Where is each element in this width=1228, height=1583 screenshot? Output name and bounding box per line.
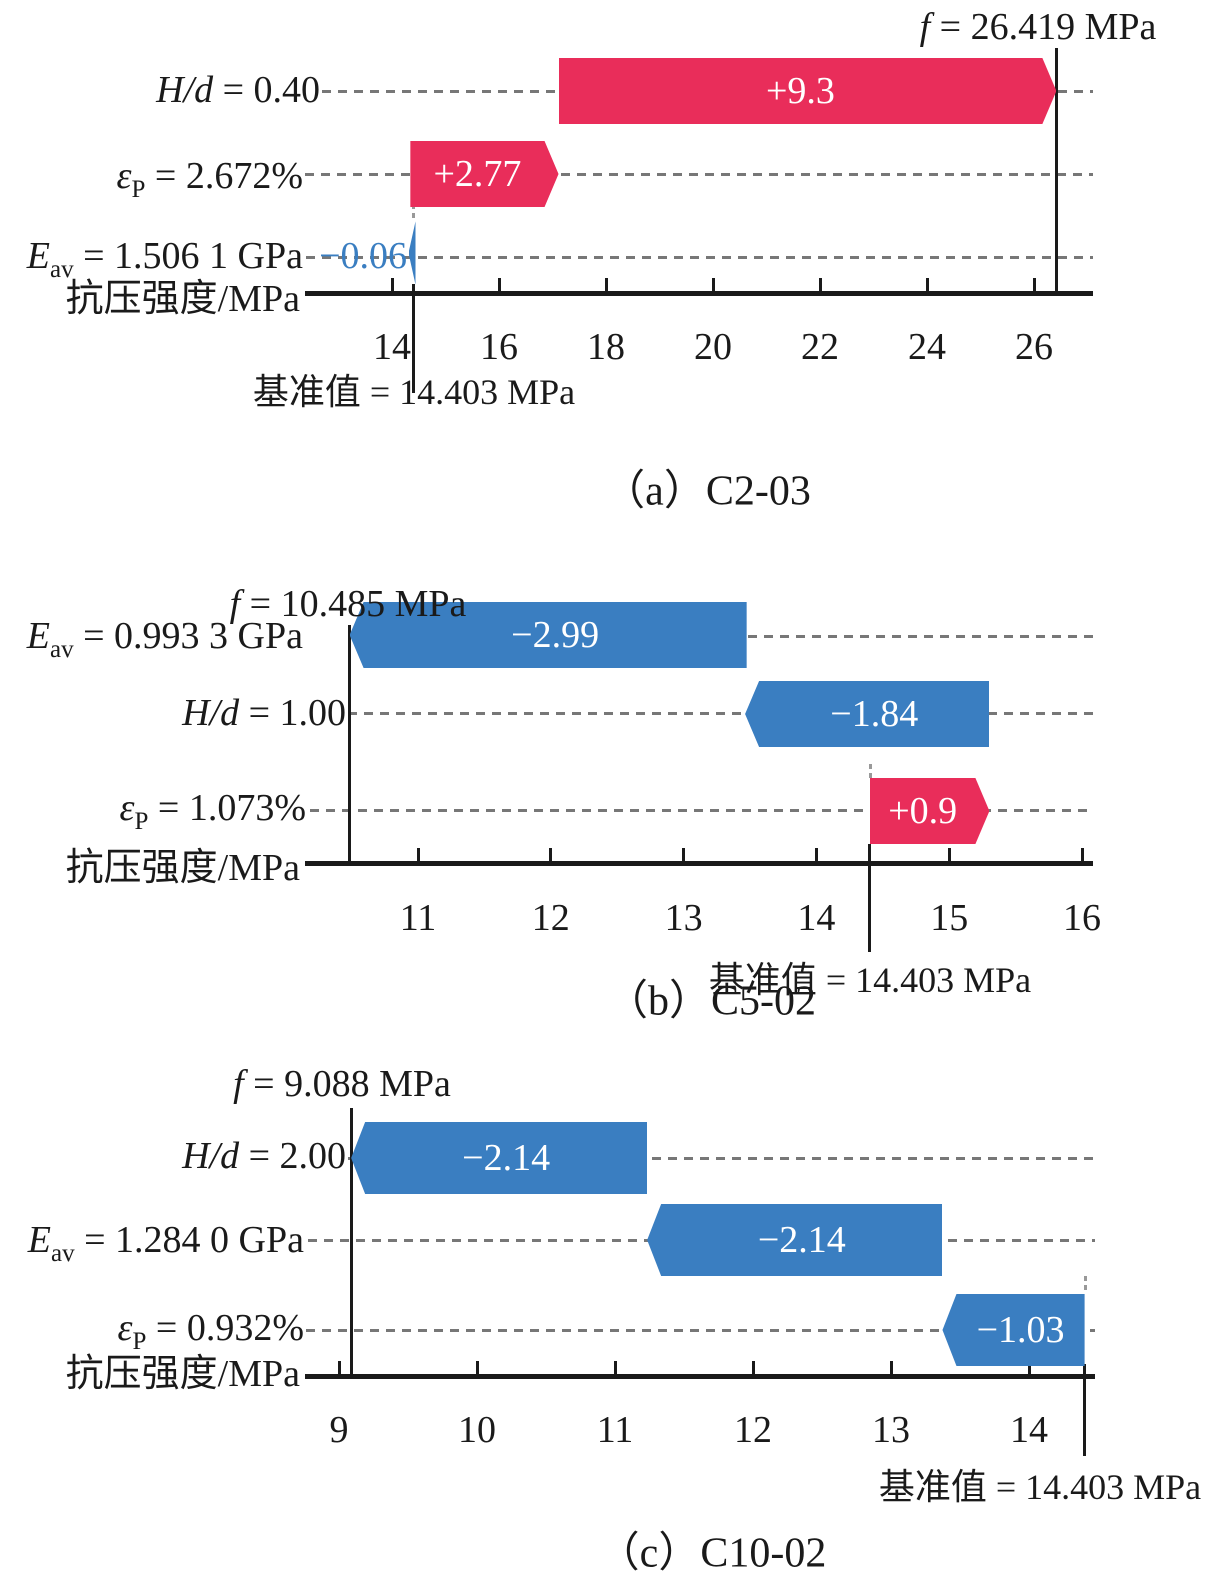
- chart-a-row-2-bar-sliver: [408, 221, 416, 285]
- chart-b-axis-tick: [947, 848, 951, 861]
- chart-b-x-axis-line: [305, 861, 1093, 866]
- chart-a-axis-tick: [497, 278, 501, 291]
- chart-a-row-2-gridline: [306, 255, 1093, 259]
- chart-b-tick-label: 15: [930, 897, 969, 939]
- chart-b-row-0-factor-label: Eav = 0.993 3 GPa: [26, 615, 303, 663]
- chart-b-axis-tick: [549, 848, 553, 861]
- chart-b-axis-tick: [814, 848, 818, 861]
- chart-c-final-value-label: f = 9.088 MPa: [233, 1063, 451, 1105]
- chart-b-baseline-label: 基准值 = 14.403 MPa: [708, 960, 1032, 1000]
- chart-c-axis-tick: [337, 1361, 341, 1374]
- chart-a-row-0-bar: +9.3: [559, 58, 1057, 124]
- chart-c-final-value-line: [349, 1108, 353, 1376]
- chart-a-baseline-dash-mark: [411, 204, 415, 218]
- chart-a-row-0-factor-label: H/d = 0.40: [156, 69, 320, 111]
- chart-c-axis-title: 抗压强度/MPa: [65, 1353, 300, 1395]
- chart-b-row-2-gridline: [310, 808, 1093, 812]
- chart-c-baseline-dash-mark: [1083, 1276, 1087, 1292]
- chart-b-tick-label: 13: [664, 897, 703, 939]
- chart-b-row-1-gridline: [348, 711, 1093, 715]
- chart-c-x-axis-line: [305, 1374, 1095, 1379]
- chart-a-final-value-label: f = 26.419 MPa: [919, 6, 1157, 48]
- chart-a-axis-tick: [818, 278, 822, 291]
- chart-a-tick-label: 18: [587, 326, 625, 368]
- chart-c-row-2-gridline: [306, 1328, 1095, 1332]
- chart-c-tick-label: 10: [458, 1409, 496, 1451]
- chart-b-axis-tick: [682, 848, 686, 861]
- chart-a-final-value-line: [1054, 48, 1058, 293]
- chart-a-tick-label: 22: [801, 326, 839, 368]
- chart-b-row-0-bar: −2.99: [349, 602, 747, 668]
- chart-c-row-0-factor-label: H/d = 2.00: [182, 1135, 346, 1177]
- chart-a-tick-label: 24: [908, 326, 946, 368]
- chart-c-baseline-label: 基准值 = 14.403 MPa: [878, 1467, 1202, 1507]
- chart-b-caption: （b）C5-02: [605, 978, 817, 1025]
- chart-b-tick-label: 11: [399, 897, 437, 939]
- chart-c-tick-label: 13: [872, 1409, 910, 1451]
- chart-b-row-1-factor-label: H/d = 1.00: [182, 692, 346, 734]
- chart-a-axis-tick: [711, 278, 715, 291]
- chart-b-baseline-dash-mark: [868, 764, 872, 778]
- chart-c-tick-label: 14: [1010, 1409, 1048, 1451]
- chart-a-row-2-bar-value: −0.06: [319, 235, 407, 277]
- chart-b-row-1-bar: −1.84: [745, 681, 990, 747]
- chart-a-axis-tick: [1032, 278, 1036, 291]
- chart-b-axis-tick: [1080, 848, 1084, 861]
- chart-a-row-1-factor-label: εP = 2.672%: [116, 155, 303, 203]
- chart-a-row-1-bar: +2.77: [410, 141, 558, 207]
- chart-a-baseline-label: 基准值 = 14.403 MPa: [252, 372, 576, 412]
- chart-a-axis-tick: [390, 278, 394, 291]
- chart-a-baseline-line: [412, 284, 416, 393]
- chart-a-tick-label: 26: [1015, 326, 1053, 368]
- chart-a-row-1-gridline: [305, 172, 1093, 176]
- chart-a-axis-tick: [925, 278, 929, 291]
- chart-c-row-0-gridline: [348, 1156, 1095, 1160]
- chart-b-tick-label: 12: [531, 897, 570, 939]
- chart-c-row-1-bar: −2.14: [647, 1204, 943, 1276]
- chart-a-caption: （a）C2-03: [603, 468, 811, 515]
- chart-b-row-2-factor-label: εP = 1.073%: [119, 787, 306, 835]
- chart-b-row-2-bar: +0.9: [870, 778, 990, 844]
- chart-a-row-2-factor-label: Eav = 1.506 1 GPa: [26, 235, 303, 283]
- chart-a-axis-title: 抗压强度/MPa: [65, 278, 300, 320]
- chart-c-row-1-factor-label: Eav = 1.284 0 GPa: [27, 1219, 304, 1267]
- chart-c-axis-tick: [889, 1361, 893, 1374]
- chart-c-baseline-line: [1083, 1364, 1087, 1456]
- chart-c-axis-tick: [1027, 1361, 1031, 1374]
- chart-a-tick-label: 16: [480, 326, 518, 368]
- chart-c-axis-tick: [613, 1361, 617, 1374]
- chart-a-axis-tick: [604, 278, 608, 291]
- chart-a-x-axis-line: [305, 291, 1093, 296]
- chart-c-axis-tick: [751, 1361, 755, 1374]
- chart-c-caption: （c）C10-02: [597, 1530, 827, 1577]
- chart-c-row-2-bar: −1.03: [942, 1294, 1085, 1366]
- chart-b-tick-label: 14: [797, 897, 836, 939]
- chart-c-axis-tick: [475, 1361, 479, 1374]
- chart-b-axis-tick: [416, 848, 420, 861]
- chart-a-tick-label: 20: [694, 326, 732, 368]
- chart-c-row-0-bar: −2.14: [351, 1122, 648, 1194]
- chart-c-row-2-factor-label: εP = 0.932%: [117, 1307, 304, 1355]
- chart-b-final-value-label: f = 10.485 MPa: [229, 583, 467, 625]
- chart-c-tick-label: 12: [734, 1409, 772, 1451]
- chart-a-tick-label: 14: [373, 326, 411, 368]
- chart-b-axis-title: 抗压强度/MPa: [65, 847, 300, 889]
- chart-b-tick-label: 16: [1063, 897, 1101, 939]
- chart-c-tick-label: 11: [596, 1409, 634, 1451]
- chart-b-baseline-line: [868, 844, 872, 952]
- chart-b-final-value-line: [348, 625, 352, 863]
- chart-c-tick-label: 9: [329, 1409, 349, 1451]
